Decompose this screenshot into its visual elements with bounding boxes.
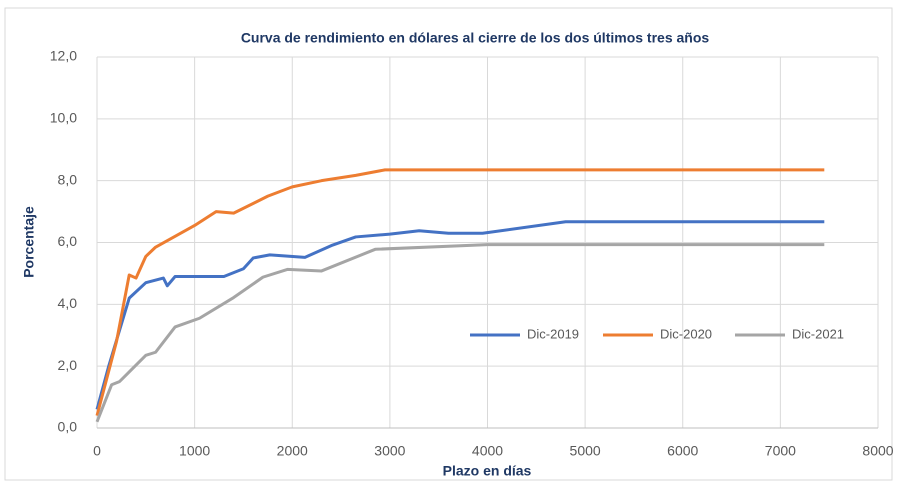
y-axis-label: Porcentaje xyxy=(21,206,37,278)
x-tick-label: 8000 xyxy=(862,443,893,459)
x-tick-label: 5000 xyxy=(570,443,601,459)
line-series xyxy=(95,168,825,417)
x-tick-label: 4000 xyxy=(472,443,503,459)
y-tick-label: 8,0 xyxy=(58,171,78,187)
y-tick-label: 6,0 xyxy=(58,233,78,249)
x-tick-label: 7000 xyxy=(765,443,796,459)
y-tick-label: 2,0 xyxy=(58,357,78,373)
x-tick-label: 6000 xyxy=(667,443,698,459)
legend-label: Dic-2019 xyxy=(527,326,579,341)
chart-title: Curva de rendimiento en dólares al cierr… xyxy=(241,30,710,46)
legend-label: Dic-2021 xyxy=(792,326,844,341)
y-tick-label: 0,0 xyxy=(58,419,78,435)
y-tick-label: 10,0 xyxy=(50,110,77,126)
y-tick-label: 4,0 xyxy=(58,295,78,311)
x-axis-label: Plazo en días xyxy=(443,463,532,479)
y-tick-label: 12,0 xyxy=(50,48,77,64)
line-series xyxy=(95,243,825,423)
line-series xyxy=(95,220,825,410)
legend-label: Dic-2020 xyxy=(660,326,712,341)
x-tick-label: 1000 xyxy=(179,443,210,459)
x-tick-label: 2000 xyxy=(277,443,308,459)
x-tick-label: 3000 xyxy=(374,443,405,459)
x-tick-label: 0 xyxy=(93,443,101,459)
